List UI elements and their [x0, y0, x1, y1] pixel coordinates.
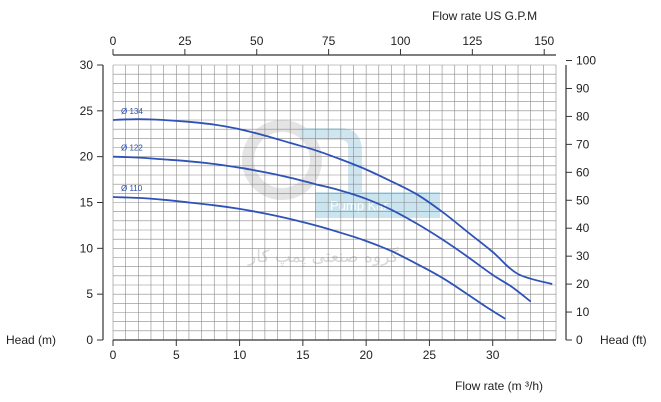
- right-tick-label: 30: [576, 249, 590, 263]
- chart-axes: 0 5 10 15 20 25 300 25 50 75 100 125 150051015202530…: [80, 34, 597, 362]
- bottom-tick-label: 5: [173, 348, 180, 362]
- bottom-tick-label: 0: [110, 348, 117, 362]
- series-label-0: Ø 134: [121, 107, 143, 116]
- right-tick-label: 100: [576, 54, 596, 68]
- left-tick-label: 30: [80, 58, 94, 72]
- chart-grid: [112, 64, 557, 341]
- right-tick-label: 40: [576, 221, 590, 235]
- series-label-2: Ø 110: [121, 184, 143, 193]
- right-tick-label: 50: [576, 193, 590, 207]
- left-axis-title: Head (m): [6, 333, 56, 347]
- series-curve-1: [112, 155, 532, 303]
- right-tick-label: 20: [576, 277, 590, 291]
- left-tick-label: 25: [80, 104, 94, 118]
- right-tick-label: 10: [576, 305, 590, 319]
- watermark-logo-ring: [242, 120, 322, 200]
- bottom-tick-label: 25: [423, 348, 437, 362]
- bottom-tick-label: 20: [359, 348, 373, 362]
- chart-series: [112, 118, 553, 320]
- right-tick-label: 80: [576, 109, 590, 123]
- top-tick-label: 50: [250, 34, 264, 48]
- right-axis-title: Head (ft): [600, 333, 647, 347]
- left-tick-label: 0: [86, 333, 93, 347]
- top-tick-label: 0: [110, 34, 117, 48]
- series-curve-2: [112, 196, 506, 320]
- top-axis-title: Flow rate US G.P.M: [432, 9, 537, 23]
- right-tick-label: 90: [576, 81, 590, 95]
- watermark: Pump Kar گروه صنعتی پمپ کار: [242, 120, 440, 267]
- series-label-1: Ø 122: [121, 144, 143, 153]
- series-curve-0: [112, 118, 553, 285]
- chart-labels: Ø 134 Ø 122 Ø 110: [121, 107, 143, 193]
- top-tick-label: 125: [462, 34, 482, 48]
- right-tick-label: 0: [576, 333, 583, 347]
- left-tick-label: 15: [80, 196, 94, 210]
- top-tick-label: 150: [534, 34, 554, 48]
- bottom-tick-label: 15: [296, 348, 310, 362]
- watermark-logo-shape: [300, 128, 362, 192]
- right-tick-label: 60: [576, 165, 590, 179]
- left-tick-label: 20: [80, 150, 94, 164]
- left-tick-label: 5: [86, 287, 93, 301]
- bottom-tick-label: 10: [233, 348, 247, 362]
- bottom-tick-label: 30: [486, 348, 500, 362]
- top-tick-label: 100: [390, 34, 410, 48]
- left-tick-label: 10: [80, 241, 94, 255]
- top-tick-label: 75: [322, 34, 336, 48]
- watermark-brand: Pump Kar: [330, 198, 388, 213]
- right-tick-label: 70: [576, 137, 590, 151]
- top-tick-label: 25: [178, 34, 192, 48]
- watermark-text: گروه صنعتی پمپ کار: [247, 246, 400, 267]
- bottom-axis-title: Flow rate (m ³/h): [455, 379, 543, 393]
